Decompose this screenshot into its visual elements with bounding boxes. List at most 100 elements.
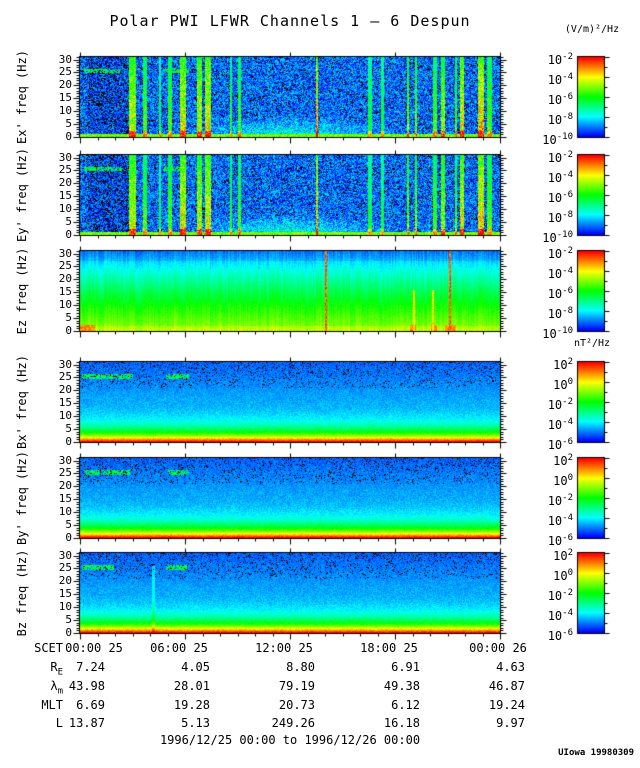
colorbar-tick-label: 10-4 — [547, 608, 573, 623]
y-tick-label: 30 — [58, 357, 72, 371]
y-tick-label: 10 — [58, 104, 72, 118]
y-axis-label-bx: Bx' freq (Hz) — [15, 355, 29, 449]
ephemeris-row-label-λm: λm — [50, 679, 63, 697]
y-tick-label: 15 — [58, 285, 72, 299]
y-tick-label: 5 — [65, 422, 72, 436]
y-tick-label: 30 — [58, 150, 72, 164]
y-tick-label: 0 — [65, 130, 72, 143]
credit-label: UIowa 19980309 — [558, 748, 634, 758]
time-tick-label: 00:00 26 — [469, 641, 527, 655]
y-tick-label: 10 — [58, 600, 72, 614]
y-tick-label: 5 — [65, 518, 72, 532]
ephemeris-value: 19.24 — [488, 698, 525, 712]
y-tick-label: 10 — [58, 202, 72, 216]
y-tick-label: 0 — [65, 228, 72, 241]
ephemeris-value: 16.18 — [383, 716, 420, 730]
ephemeris-value: 6.69 — [76, 698, 105, 712]
y-tick-label: 25 — [58, 561, 72, 575]
y-axis-label-ez: Ez freq (Hz) — [15, 247, 29, 335]
colorbar-by — [570, 450, 614, 546]
ephemeris-value: 49.38 — [383, 679, 420, 693]
ephemeris-value: 46.87 — [488, 679, 525, 693]
ephemeris-value: 19.28 — [173, 698, 210, 712]
colorbar-tick-label: 100 — [553, 473, 573, 488]
colorbar-tick-label: 10-2 — [547, 246, 573, 261]
y-tick-label: 25 — [58, 466, 72, 480]
ephemeris-value: 28.01 — [173, 679, 210, 693]
colorbar-tick-label: 10-2 — [547, 493, 573, 508]
colorbar-tick-label: 100 — [553, 377, 573, 392]
spectrogram-ez-canvas — [72, 243, 508, 339]
y-tick-label: 25 — [58, 65, 72, 79]
ephemeris-value: 6.91 — [391, 660, 420, 674]
y-tick-label: 0 — [65, 626, 72, 639]
ephemeris-value: 5.13 — [181, 716, 210, 730]
ephemeris-value: 79.19 — [278, 679, 315, 693]
colorbar-tick-label: 10-10 — [542, 326, 573, 341]
colorbar-bz — [570, 545, 614, 641]
spectrogram-by-canvas — [72, 450, 508, 546]
colorbar-tick-label: 10-4 — [547, 72, 573, 87]
colorbar-tick-label: 10-2 — [547, 52, 573, 67]
y-axis-label-bz: Bz freq (Hz) — [15, 549, 29, 637]
y-tick-label: 20 — [58, 176, 72, 190]
y-tick-label: 20 — [58, 574, 72, 588]
y-tick-label: 20 — [58, 383, 72, 397]
ephemeris-value: 43.98 — [68, 679, 105, 693]
spectrogram-bz-canvas — [72, 545, 508, 641]
y-tick-label: 10 — [58, 298, 72, 312]
colorbar-ey — [570, 147, 614, 243]
y-tick-label: 5 — [65, 215, 72, 229]
y-axis-label-ey: Ey' freq (Hz) — [15, 148, 29, 242]
colorbar-tick-label: 10-8 — [547, 306, 573, 321]
page-title: Polar PWI LFWR Channels 1 — 6 Despun — [109, 12, 471, 30]
ephemeris-value: 8.80 — [286, 660, 315, 674]
y-tick-label: 20 — [58, 272, 72, 286]
y-tick-label: 5 — [65, 117, 72, 131]
y-tick-label: 25 — [58, 163, 72, 177]
y-tick-label: 5 — [65, 311, 72, 325]
y-tick-label: 30 — [58, 246, 72, 260]
colorbar-tick-label: 10-6 — [547, 190, 573, 205]
y-tick-label: 15 — [58, 396, 72, 410]
colorbar-tick-label: 10-6 — [547, 92, 573, 107]
time-tick-label: 12:00 25 — [255, 641, 313, 655]
colorbar-ez — [570, 243, 614, 339]
y-tick-label: 0 — [65, 435, 72, 448]
colorbar-ex — [570, 49, 614, 145]
colorbar-tick-label: 10-2 — [547, 588, 573, 603]
y-tick-label: 20 — [58, 78, 72, 92]
colorbar-tick-label: 10-6 — [547, 628, 573, 643]
y-tick-label: 20 — [58, 479, 72, 493]
y-tick-label: 0 — [65, 531, 72, 544]
ephemeris-value: 4.63 — [496, 660, 525, 674]
ephemeris-row-label-MLT: MLT — [41, 698, 63, 712]
ephemeris-row-label-RE: RE — [50, 660, 63, 678]
spectrogram-ex-canvas — [72, 49, 508, 145]
y-tick-label: 30 — [58, 548, 72, 562]
footer-date: 1996/12/25 00:00 to 1996/12/26 00:00 — [159, 733, 421, 747]
y-tick-label: 30 — [58, 52, 72, 66]
y-axis-label-ex: Ex' freq (Hz) — [15, 50, 29, 144]
ephemeris-value: 13.87 — [68, 716, 105, 730]
y-tick-label: 5 — [65, 613, 72, 627]
colorbar-tick-label: 10-6 — [547, 533, 573, 548]
colorbar-tick-label: 10-4 — [547, 170, 573, 185]
ephemeris-value: 4.05 — [181, 660, 210, 674]
e-units-label: (V/m)²/Hz — [564, 24, 620, 35]
colorbar-bx — [570, 354, 614, 450]
y-tick-label: 10 — [58, 409, 72, 423]
y-tick-label: 15 — [58, 91, 72, 105]
spectrogram-ey-canvas — [72, 147, 508, 243]
time-tick-label: 06:00 25 — [150, 641, 208, 655]
colorbar-tick-label: 10-6 — [547, 437, 573, 452]
colorbar-tick-label: 10-10 — [542, 230, 573, 245]
y-tick-label: 25 — [58, 259, 72, 273]
colorbar-tick-label: 10-4 — [547, 417, 573, 432]
time-tick-label: 00:00 25 — [65, 641, 123, 655]
colorbar-tick-label: 10-4 — [547, 513, 573, 528]
ephemeris-row-label-L: L — [55, 716, 63, 730]
time-tick-label: 18:00 25 — [360, 641, 418, 655]
colorbar-tick-label: 10-10 — [542, 132, 573, 147]
